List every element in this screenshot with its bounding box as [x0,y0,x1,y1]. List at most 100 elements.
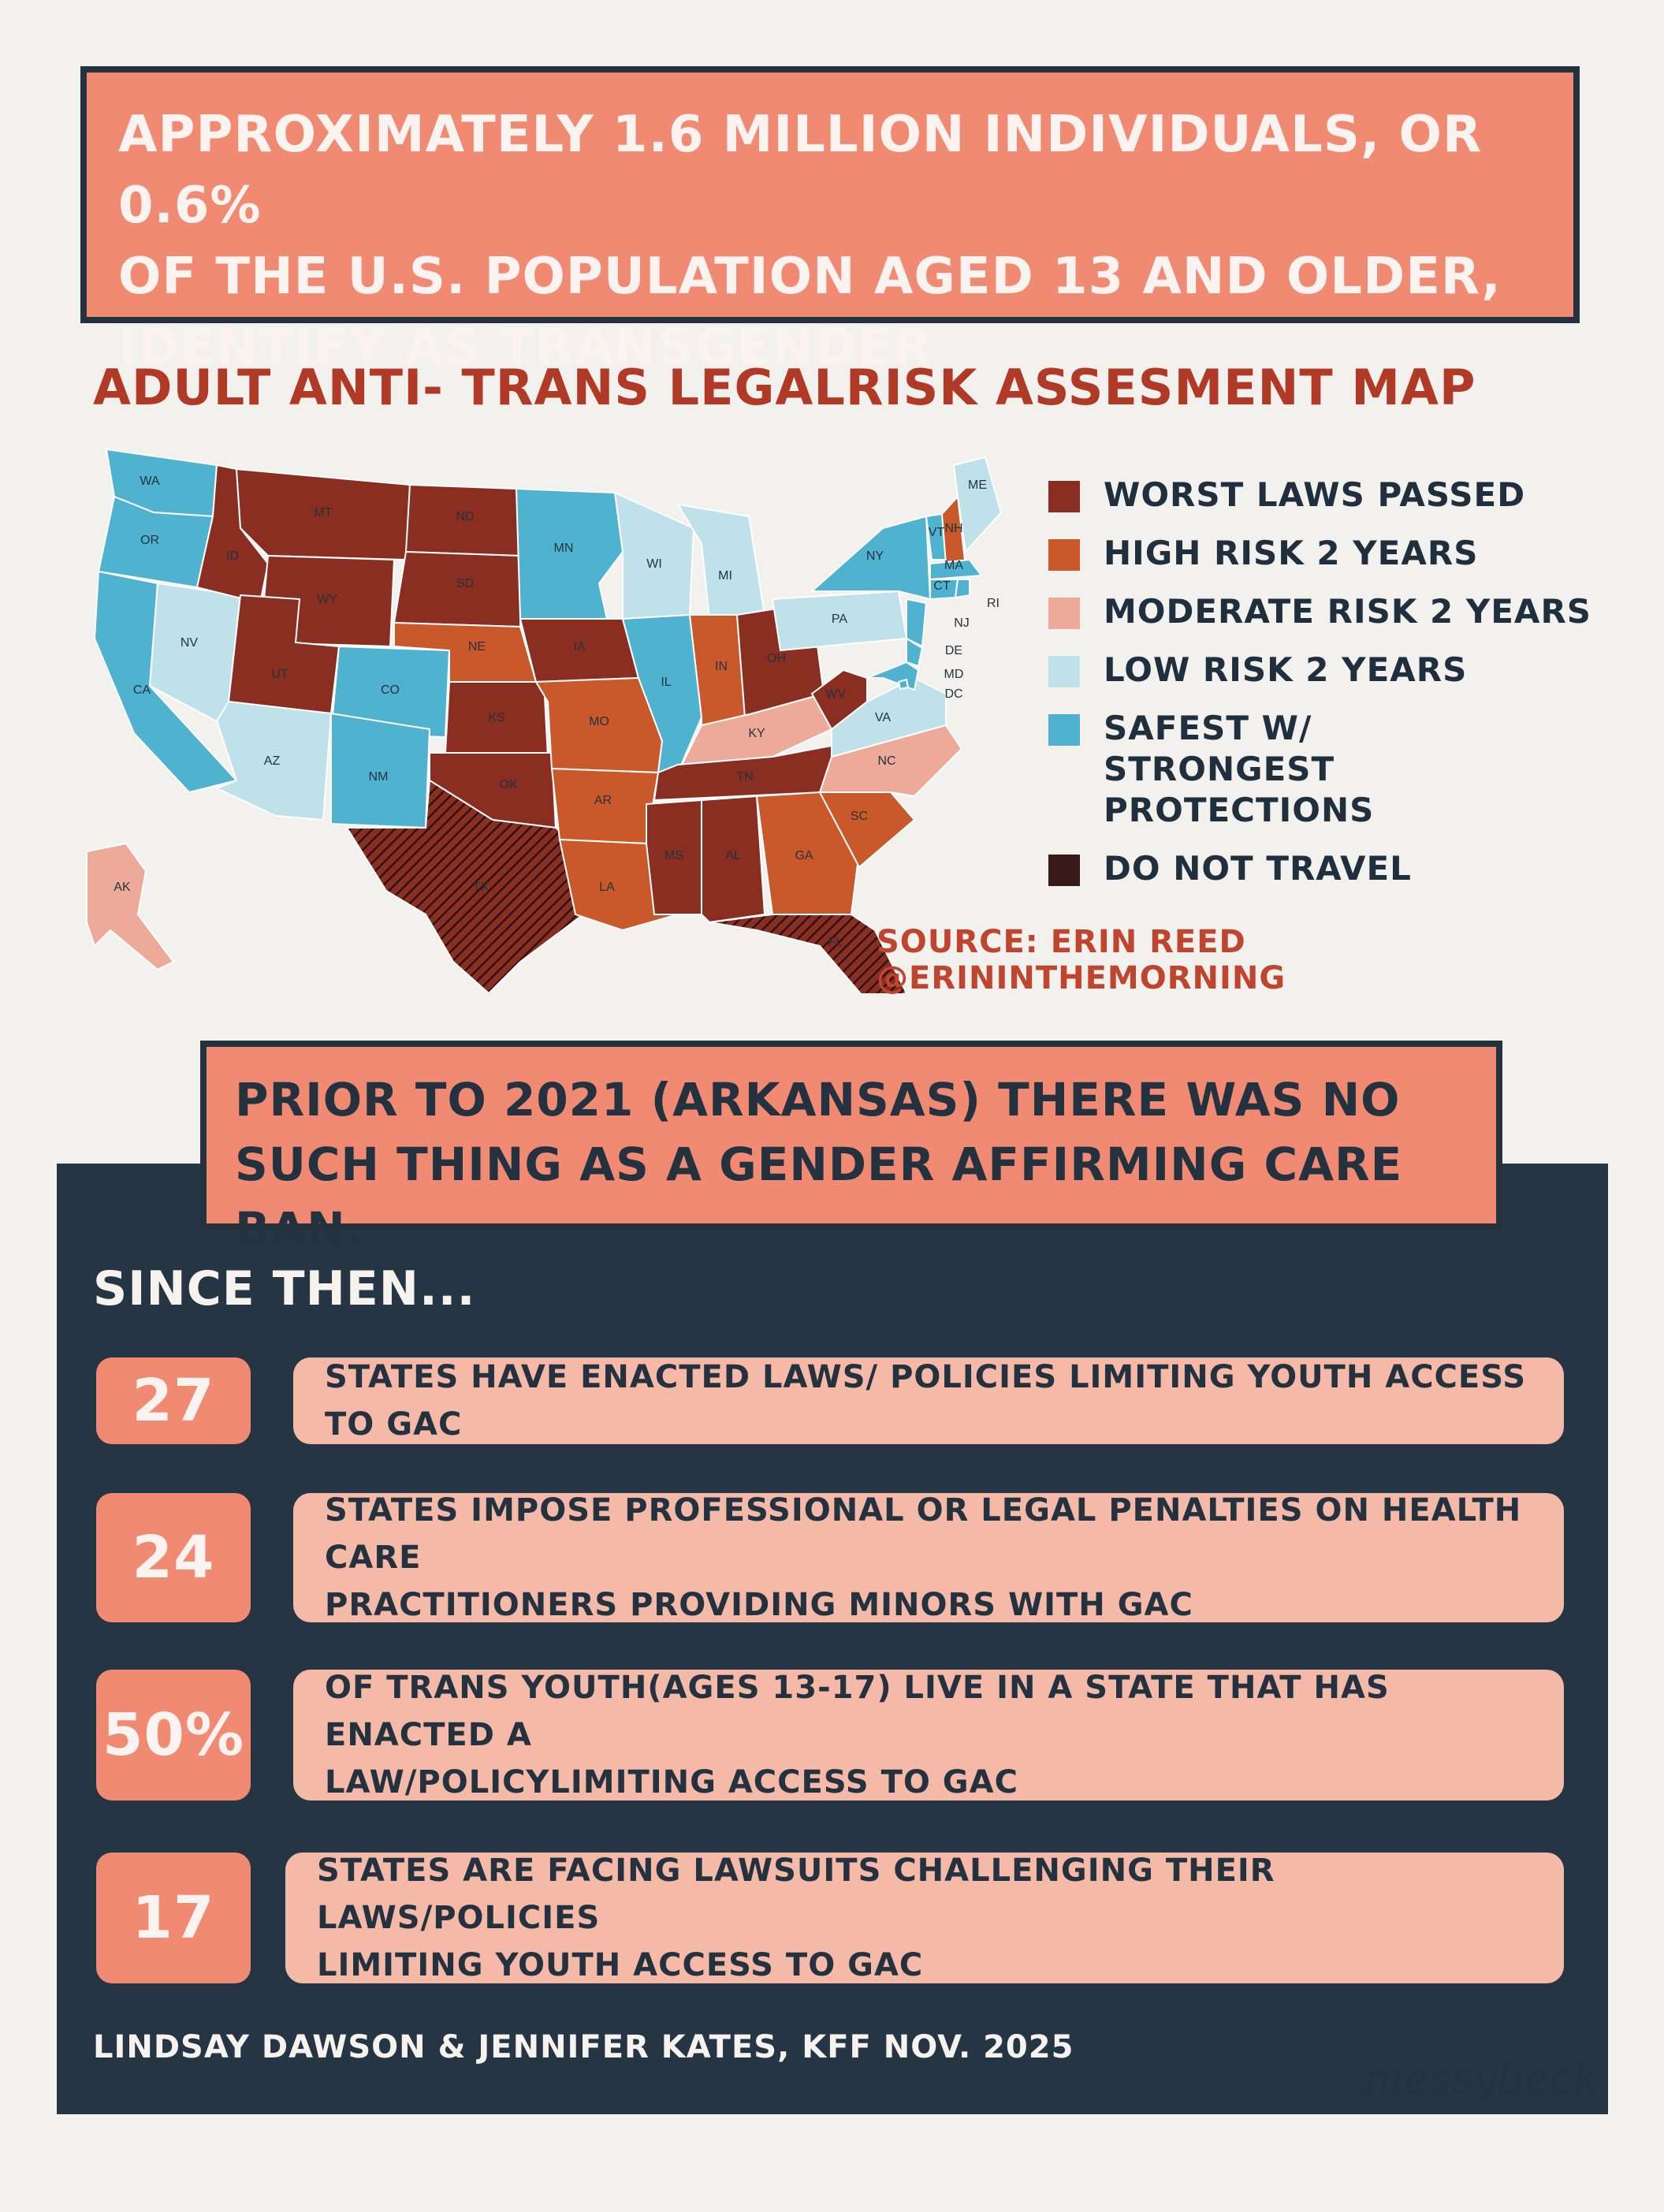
state-label-mn: MN [554,542,574,555]
legend-item: DO NOT TRAVEL [1048,848,1600,889]
state-md [866,661,920,691]
state-label-wy: WY [317,593,337,606]
state-label-nc: NC [877,754,895,768]
state-label-nh: NH [944,522,962,535]
legend-swatch [1048,855,1080,886]
legend-swatch [1048,481,1080,512]
legend-label: SAFEST W/ STRONGEST PROTECTIONS [1104,709,1375,829]
state-label-mo: MO [589,715,609,728]
state-label-nd: ND [456,510,474,523]
state-label-az: AZ [264,754,281,768]
state-label-ky: KY [748,727,765,740]
headline-box: APPROXIMATELY 1.6 MILLION INDIVIDUALS, O… [80,66,1580,377]
state-label-tx: TX [473,881,490,894]
state-label-fl: FL [828,936,843,949]
state-label-mt: MT [314,506,332,519]
state-label-sc: SC [851,810,868,823]
state-label-dc: DC [944,687,962,701]
state-label-nm: NM [369,770,389,784]
stat-description: STATES HAVE ENACTED LAWS/ POLICIES LIMIT… [293,1357,1564,1444]
state-label-ak: AK [114,881,131,894]
legend-item: MODERATE RISK 2 YEARS [1048,591,1600,632]
state-label-ga: GA [795,849,813,862]
legend-swatch [1048,598,1080,629]
state-label-al: AL [725,849,741,862]
state-label-ut: UT [271,668,289,681]
since-then-label: SINCE THEN... [93,1261,476,1316]
legend-swatch [1048,656,1080,687]
state-az [214,700,333,821]
legend-label: LOW RISK 2 YEARS [1104,650,1468,689]
stat-line: LAW/POLICYLIMITING ACCESS TO GAC [325,1764,1018,1801]
state-label-in: IN [715,660,728,673]
map-title: ADULT ANTI- TRANS LEGALRISK ASSESMENT MA… [93,359,1476,416]
state-label-ny: NY [866,549,884,563]
state-label-wv: WV [825,687,846,701]
state-label-wa: WA [140,475,160,488]
state-ny [810,515,932,601]
stat-description: OF TRANS YOUTH(AGES 13-17) LIVE IN A STA… [293,1670,1564,1801]
stat-line: STATES ARE FACING LAWSUITS CHALLENGING T… [317,1853,1275,1936]
legend-item: HIGH RISK 2 YEARS [1048,533,1600,574]
state-label-tn: TN [736,770,753,784]
legend-item: WORST LAWS PASSED [1048,475,1600,516]
state-label-me: ME [968,479,987,492]
state-label-id: ID [226,549,239,563]
state-label-ca: CA [133,683,151,697]
stat-value: 27 [96,1357,251,1444]
legend-label: WORST LAWS PASSED [1104,475,1526,514]
stat-line: OF TRANS YOUTH(AGES 13-17) LIVE IN A STA… [325,1670,1390,1753]
state-label-nv: NV [181,636,199,650]
state-label-pa: PA [832,613,847,626]
stat-line: STATES IMPOSE PROFESSIONAL OR LEGAL PENA… [325,1492,1522,1576]
state-ga [755,791,861,915]
state-label-de: DE [945,644,962,657]
state-label-co: CO [381,683,400,697]
state-label-nj: NJ [954,616,970,630]
state-label-ia: IA [573,640,585,654]
state-ma [929,558,983,581]
headline-line: APPROXIMATELY 1.6 MILLION INDIVIDUALS, O… [118,106,1483,235]
legend-label: MODERATE RISK 2 YEARS [1104,592,1592,631]
callout-line: SUCH THING AS A GENDER AFFIRMING CARE BA… [235,1138,1403,1256]
state-label-ma: MA [944,559,963,572]
stat-value: 50% [96,1670,251,1801]
state-label-ri: RI [987,597,1000,610]
legend-item: LOW RISK 2 YEARS [1048,650,1600,691]
legend-label: HIGH RISK 2 YEARS [1104,534,1479,572]
state-label-il: IL [661,676,671,689]
state-me [952,456,1003,554]
state-tx [345,779,584,993]
state-label-mi: MI [718,569,732,583]
callout-box: PRIOR TO 2021 (ARKANSAS) THERE WAS NO SU… [200,1041,1502,1256]
stat-description: STATES IMPOSE PROFESSIONAL OR LEGAL PENA… [293,1492,1564,1623]
map-legend: WORST LAWS PASSED HIGH RISK 2 YEARS MODE… [1048,475,1600,907]
state-label-ne: NE [468,640,486,654]
legend-label: DO NOT TRAVEL [1104,849,1412,888]
state-dc [897,678,910,691]
state-de [906,637,924,668]
stat-line: LIMITING YOUTH ACCESS TO GAC [317,1947,924,1983]
state-ri [954,579,970,599]
state-label-ms: MS [664,849,683,862]
legend-swatch [1048,714,1080,746]
state-label-wi: WI [646,557,662,571]
map-source: SOURCE: ERIN REED @ERININTHEMORNING [877,924,1286,996]
state-label-ar: AR [594,794,612,807]
state-label-ct: CT [933,579,951,593]
stat-description: STATES ARE FACING LAWSUITS CHALLENGING T… [285,1853,1564,1983]
state-fl [709,914,908,993]
state-label-oh: OH [767,652,786,665]
stat-line: PRACTITIONERS PROVIDING MINORS WITH GAC [325,1587,1193,1623]
stat-value: 17 [96,1853,251,1983]
state-label-vt: VT [929,526,945,539]
legend-item: SAFEST W/ STRONGEST PROTECTIONS [1048,708,1600,831]
us-risk-map: WA OR CA NV ID MT WY UT AZ CO NM ND SD NE KS OK TX MN IA MO… [86,448,1003,993]
state-wv [810,668,868,731]
headline-line: OF THE U.S. POPULATION AGED 13 AND OLDER… [118,248,1502,306]
state-label-or: OR [140,534,159,547]
state-ms [646,799,702,915]
citation: LINDSAY DAWSON & JENNIFER KATES, KFF NOV… [93,2029,1074,2065]
headline-line: IDENTIFY AS TRANSGENDER [118,318,933,377]
state-label-sd: SD [456,577,474,590]
